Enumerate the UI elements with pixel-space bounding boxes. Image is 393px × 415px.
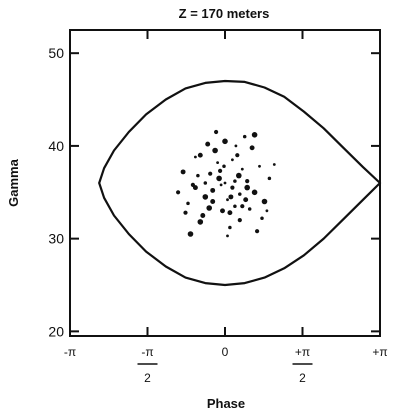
particle-point — [242, 134, 247, 139]
x-tick-numerator: +π — [295, 345, 310, 359]
particle-point — [187, 231, 194, 237]
particle-point — [251, 132, 258, 138]
particle-point — [261, 198, 268, 205]
particle-point — [237, 218, 242, 223]
particle-point — [176, 190, 181, 195]
particle-point — [196, 173, 200, 178]
y-tick-label: 20 — [48, 323, 64, 339]
particle-point — [240, 204, 245, 209]
particle-point — [214, 129, 219, 135]
particle-point — [183, 210, 188, 215]
particle-point — [245, 179, 250, 184]
particle-point — [236, 172, 242, 179]
particle-point — [210, 199, 216, 204]
particle-point — [267, 176, 272, 181]
particle-point — [203, 181, 208, 185]
particle-point — [258, 164, 261, 168]
particle-point — [233, 179, 237, 183]
particle-point — [230, 185, 235, 190]
y-tick-label: 40 — [48, 138, 64, 154]
x-tick-denominator: 2 — [299, 371, 306, 385]
x-tick-denominator: 2 — [144, 371, 151, 385]
y-tick-label: 30 — [48, 231, 64, 247]
particle-point — [272, 163, 276, 166]
particle-point — [200, 213, 206, 218]
particle-point — [194, 155, 197, 159]
x-axis-label: Phase — [207, 396, 245, 411]
particle-point — [255, 229, 260, 234]
particle-point — [216, 175, 222, 182]
particle-point — [235, 153, 240, 158]
particle-point — [243, 197, 249, 203]
particle-point — [202, 194, 209, 200]
y-axis-label: Gamma — [6, 158, 21, 206]
particle-point — [216, 161, 220, 165]
particle-point — [234, 144, 238, 148]
particle-point — [223, 181, 227, 185]
y-tick-label: 50 — [48, 45, 64, 61]
particle-point — [260, 216, 264, 220]
particle-scatter — [176, 129, 276, 238]
particle-point — [197, 152, 203, 158]
particle-point — [212, 147, 218, 154]
particle-point — [208, 171, 213, 176]
particle-point — [228, 225, 232, 230]
x-tick-label: +π — [372, 345, 387, 359]
particle-point — [220, 208, 225, 214]
particle-point — [210, 187, 216, 193]
particle-point — [227, 210, 233, 216]
separatrix-curve — [98, 79, 382, 287]
particle-point — [231, 158, 234, 162]
particle-point — [251, 189, 258, 196]
chart-title: Z = 170 meters — [179, 6, 270, 21]
particle-point — [206, 205, 212, 211]
particle-point — [218, 168, 223, 173]
particle-point — [186, 201, 190, 206]
x-tick-numerator: -π — [141, 345, 153, 359]
particle-point — [197, 219, 204, 225]
particle-point — [219, 183, 223, 187]
particle-point — [226, 198, 229, 202]
particle-point — [228, 194, 234, 200]
particle-point — [180, 169, 186, 175]
particle-point — [233, 204, 237, 208]
particle-point — [226, 234, 229, 238]
particle-point — [240, 167, 244, 171]
particle-point — [192, 185, 198, 191]
particle-point — [222, 164, 226, 169]
x-tick-label: 0 — [222, 345, 229, 359]
particle-point — [244, 184, 250, 191]
x-axis: -π -π 2 0 +π 2 +π — [64, 30, 388, 385]
particle-point — [247, 207, 252, 211]
y-axis: 20 30 40 50 — [48, 45, 380, 339]
particle-point — [205, 141, 211, 147]
particle-point — [238, 192, 242, 196]
particle-point — [265, 209, 269, 213]
particle-point — [222, 138, 228, 145]
particle-point — [249, 145, 255, 151]
x-tick-label: -π — [64, 345, 76, 359]
